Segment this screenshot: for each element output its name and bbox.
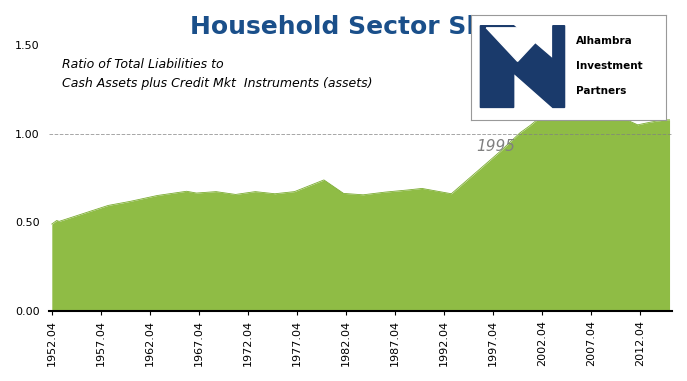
Text: Investment: Investment (576, 61, 643, 71)
Polygon shape (480, 26, 565, 107)
Text: 1995: 1995 (476, 139, 515, 154)
Polygon shape (486, 28, 549, 61)
Text: Alhambra: Alhambra (576, 36, 633, 46)
Text: Partners: Partners (576, 86, 627, 96)
Title: Household Sector Shifts: Household Sector Shifts (190, 15, 531, 39)
Text: Ratio of Total Liabilities to: Ratio of Total Liabilities to (62, 58, 223, 71)
Text: Cash Assets plus Credit Mkt  Instruments (assets): Cash Assets plus Credit Mkt Instruments … (62, 77, 372, 90)
